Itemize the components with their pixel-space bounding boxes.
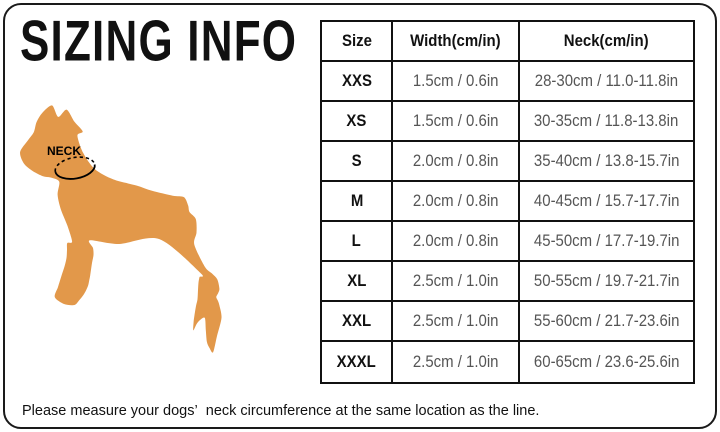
svg-text:NECK: NECK xyxy=(47,144,81,158)
